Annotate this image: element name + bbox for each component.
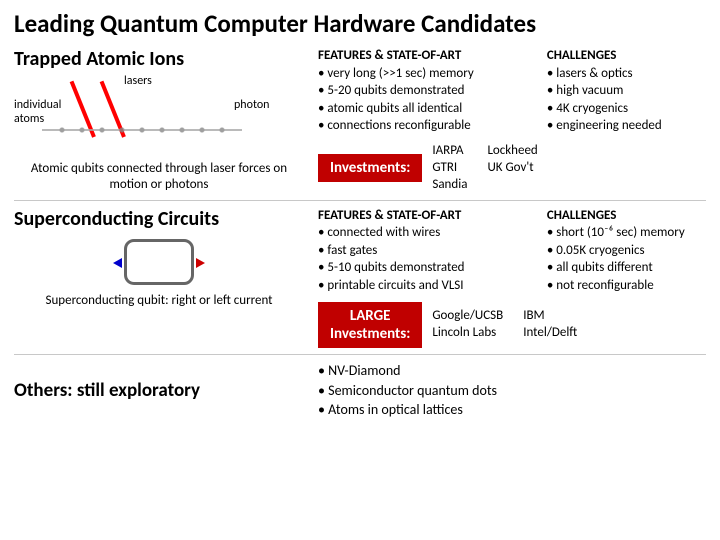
others-item: Atoms in optical lattices bbox=[318, 400, 497, 420]
ion-chain-icon bbox=[42, 119, 242, 141]
sc-diagram bbox=[14, 235, 304, 289]
others-item: Semiconductor quantum dots bbox=[318, 381, 497, 401]
divider bbox=[14, 354, 706, 355]
ions-challenges: CHALLENGES lasers & optics high vacuum 4… bbox=[547, 47, 706, 135]
challenge-item: 0.05K cryogenics bbox=[547, 242, 706, 260]
section-others: Others: still exploratory NV-Diamond Sem… bbox=[14, 361, 706, 420]
challenge-item: 4K cryogenics bbox=[547, 100, 706, 118]
ions-heading: Trapped Atomic Ions bbox=[14, 47, 304, 71]
feature-item: connected with wires bbox=[318, 224, 533, 242]
label-lasers: lasers bbox=[124, 75, 152, 88]
label-atoms-2: atoms bbox=[14, 113, 44, 126]
sc-heading: Superconducting Circuits bbox=[14, 207, 304, 231]
sc-loop-icon bbox=[124, 239, 194, 285]
challenge-item: high vacuum bbox=[547, 82, 706, 100]
others-list: NV-Diamond Semiconductor quantum dots At… bbox=[318, 361, 497, 420]
feature-item: connections reconfigurable bbox=[318, 117, 533, 135]
ions-diagram: lasers individual atoms photon bbox=[14, 75, 304, 157]
investor: IARPA bbox=[432, 143, 467, 160]
challenges-head: CHALLENGES bbox=[547, 47, 706, 65]
challenge-item: all qubits different bbox=[547, 259, 706, 277]
others-item: NV-Diamond bbox=[318, 361, 497, 381]
sc-features: FEATURES & STATE-OF-ART connected with w… bbox=[318, 207, 533, 295]
investor: IBM bbox=[523, 308, 577, 325]
others-heading: Others: still exploratory bbox=[14, 379, 304, 402]
investor: Google/UCSB bbox=[432, 308, 503, 325]
invest-label: Investments: bbox=[318, 154, 422, 182]
section-superconducting: Superconducting Circuits Superconducting… bbox=[14, 207, 706, 349]
features-head: FEATURES & STATE-OF-ART bbox=[318, 47, 533, 65]
investor: Lincoln Labs bbox=[432, 325, 503, 342]
ions-caption: Atomic qubits connected through laser fo… bbox=[14, 161, 304, 194]
ions-investments: Investments: IARPA Lockheed GTRI UK Gov'… bbox=[318, 143, 706, 194]
sc-caption: Superconducting qubit: right or left cur… bbox=[14, 293, 304, 309]
challenge-item: lasers & optics bbox=[547, 65, 706, 83]
feature-item: 5-20 qubits demonstrated bbox=[318, 82, 533, 100]
feature-item: atomic qubits all identical bbox=[318, 100, 533, 118]
divider bbox=[14, 200, 706, 201]
investor: Sandia bbox=[432, 177, 467, 194]
arrow-left-icon bbox=[113, 258, 122, 268]
challenges-head: CHALLENGES bbox=[547, 207, 706, 225]
challenge-item: not reconfigurable bbox=[547, 277, 706, 295]
features-head: FEATURES & STATE-OF-ART bbox=[318, 207, 533, 225]
investor: Intel/Delft bbox=[523, 325, 577, 342]
challenge-item: engineering needed bbox=[547, 117, 706, 135]
label-photon: photon bbox=[234, 99, 269, 112]
challenge-item: short (10⁻⁶ sec) memory bbox=[547, 224, 706, 242]
feature-item: fast gates bbox=[318, 242, 533, 260]
investor: GTRI bbox=[432, 160, 467, 177]
feature-item: printable circuits and VLSI bbox=[318, 277, 533, 295]
investor: Lockheed bbox=[487, 143, 537, 160]
investor: UK Gov't bbox=[487, 160, 537, 177]
investor bbox=[487, 177, 537, 194]
arrow-right-icon bbox=[196, 258, 205, 268]
label-atoms-1: individual bbox=[14, 99, 61, 112]
invest-label: LARGE Investments: bbox=[318, 302, 422, 348]
page-title: Leading Quantum Computer Hardware Candid… bbox=[14, 8, 706, 39]
feature-item: 5-10 qubits demonstrated bbox=[318, 259, 533, 277]
ions-features: FEATURES & STATE-OF-ART very long (>>1 s… bbox=[318, 47, 533, 135]
section-ions: Trapped Atomic Ions lasers individual at… bbox=[14, 47, 706, 194]
sc-challenges: CHALLENGES short (10⁻⁶ sec) memory 0.05K… bbox=[547, 207, 706, 295]
feature-item: very long (>>1 sec) memory bbox=[318, 65, 533, 83]
sc-investments: LARGE Investments: Google/UCSB IBM Linco… bbox=[318, 302, 706, 348]
